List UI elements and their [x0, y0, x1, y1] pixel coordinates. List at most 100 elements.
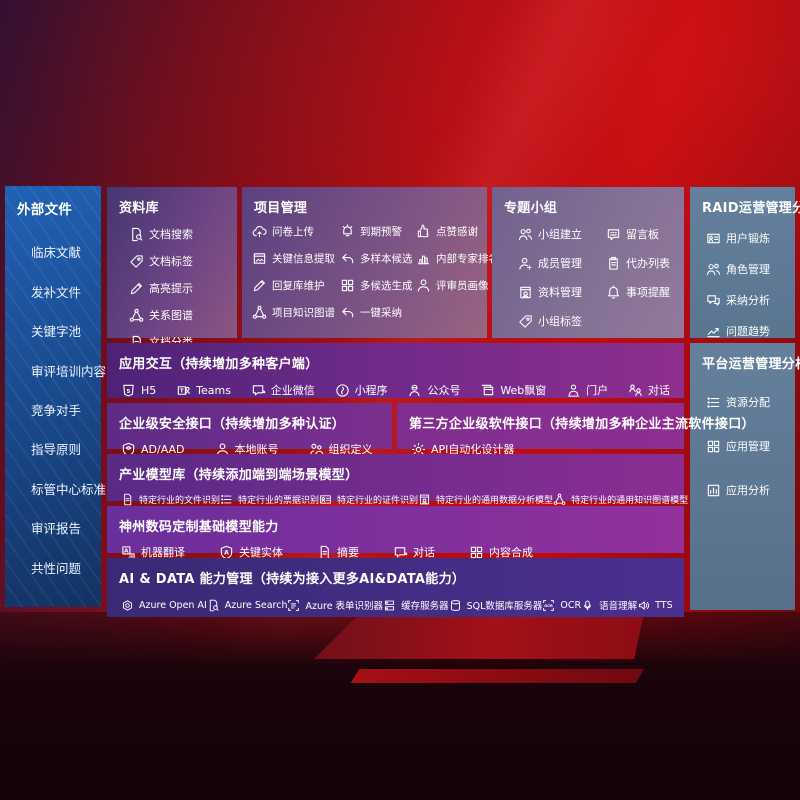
feature-item[interactable]: 对话	[393, 544, 435, 560]
panel-title: 神州数码定制基础模型能力	[119, 520, 279, 535]
persons-icon	[706, 262, 721, 277]
sidebar-item[interactable]: 竞争对手	[31, 402, 82, 418]
sidebar-item[interactable]: 标管中心标准	[31, 481, 107, 497]
reply-icon	[340, 305, 355, 320]
feature-item[interactable]: 应用管理	[706, 438, 795, 454]
feature-item[interactable]: 摘要	[317, 544, 359, 560]
grid-icon	[706, 439, 721, 454]
panel-title: 项目管理	[254, 201, 308, 216]
feature-item[interactable]: TTS	[637, 599, 673, 612]
feature-item[interactable]: 关系图谱	[129, 307, 237, 323]
feature-item[interactable]: 内部专家排名	[416, 251, 499, 266]
feature-item[interactable]: 缓存服务器	[383, 598, 449, 612]
feature-item[interactable]: 文档标签	[129, 253, 237, 269]
feature-item[interactable]: 多候选生成	[340, 278, 416, 293]
sidebar-item[interactable]: 共性问题	[31, 560, 82, 576]
album-icon	[418, 493, 431, 506]
grid-icon	[469, 545, 484, 560]
bbs-icon	[606, 227, 621, 242]
feature-item[interactable]: 资料管理	[518, 284, 606, 300]
formrec-icon	[287, 599, 300, 612]
feature-item[interactable]: T Teams	[176, 383, 231, 398]
feature-item[interactable]: 多样本候选	[340, 251, 416, 266]
thirdparty-api-row: API自动化设计器	[397, 438, 684, 457]
feature-item[interactable]: API自动化设计器	[411, 441, 514, 457]
feature-item[interactable]: 组织定义	[309, 441, 373, 457]
personplus-icon	[518, 256, 533, 271]
feature-item[interactable]: 高亮提示	[129, 280, 237, 296]
feature-item[interactable]: 用户锻炼	[706, 230, 795, 246]
feature-item[interactable]: 成员管理	[518, 255, 606, 271]
feature-item[interactable]: Web飘窗	[480, 382, 546, 398]
translate-icon: A	[121, 545, 136, 560]
panel-title: 资料库	[119, 201, 159, 216]
feature-item[interactable]: 特定行业的票据识别	[220, 493, 319, 506]
tag-icon	[518, 314, 533, 329]
feature-item[interactable]: 小程序	[335, 382, 388, 398]
feature-item[interactable]: 企业微信	[251, 382, 315, 398]
docsearch-icon	[207, 599, 220, 612]
feature-item[interactable]: 一键采纳	[340, 305, 416, 320]
feature-item[interactable]: 本地账号	[215, 441, 279, 457]
feature-item[interactable]: Azure 表单识别器	[287, 598, 383, 612]
feature-item[interactable]: 5 H5	[121, 383, 156, 398]
feature-item[interactable]: 问卷上传	[252, 224, 340, 239]
persons-icon	[518, 227, 533, 242]
pencil-icon	[129, 281, 144, 296]
feature-item[interactable]: 特定行业的通用数据分析模型	[418, 493, 553, 506]
feature-item[interactable]: 问题趋势	[706, 323, 795, 339]
feature-item[interactable]: 门户	[566, 382, 608, 398]
feature-item[interactable]: 公众号	[407, 382, 460, 398]
feature-item[interactable]: OCR OCR	[542, 599, 581, 612]
sidebar-item[interactable]: 指导原则	[31, 442, 82, 458]
svg-text:A: A	[124, 548, 129, 554]
feature-item[interactable]: 代办列表	[606, 255, 684, 271]
feature-item[interactable]: SQL数据库服务器	[449, 598, 542, 612]
sidebar-item[interactable]: 审评报告	[31, 521, 82, 537]
feature-item[interactable]: 小组标签	[518, 313, 606, 329]
topic-groups-panel: 专题小组 小组建立 留言板 成员管理 代办列表 资料管理 事项提醒 小组标签	[492, 187, 684, 338]
webwin-icon	[480, 383, 495, 398]
feature-item[interactable]: 语音理解	[581, 598, 637, 612]
feature-item[interactable]: 评审员画像	[416, 278, 499, 293]
sidebar-item[interactable]: 关键字池	[31, 324, 82, 340]
raid-analysis-list: 用户锻炼角色管理采纳分析问题趋势	[690, 222, 795, 339]
svg-text:OCR: OCR	[545, 603, 554, 607]
person-icon	[416, 278, 431, 293]
person-icon	[215, 442, 230, 457]
platform-analysis-list: 资源分配应用管理应用分析	[690, 378, 795, 498]
feature-item[interactable]: A 机器翻译	[121, 544, 185, 560]
feature-item[interactable]: 文档搜索	[129, 226, 237, 242]
card-icon	[319, 493, 332, 506]
feature-item[interactable]: 内容合成	[469, 544, 533, 560]
graph-icon	[553, 493, 566, 506]
feature-item[interactable]: 角色管理	[706, 261, 795, 277]
feature-item[interactable]: 特定行业的证件识别	[319, 493, 418, 506]
doc-icon	[317, 545, 332, 560]
sidebar-item[interactable]: 临床文献	[31, 245, 82, 261]
feature-item[interactable]: 资源分配	[706, 394, 795, 410]
feature-item[interactable]: 小组建立	[518, 226, 606, 242]
feature-item[interactable]: 回复库维护	[252, 278, 340, 293]
listicon-icon	[220, 493, 233, 506]
feature-item[interactable]: 采纳分析	[706, 292, 795, 308]
feature-item[interactable]: Azure Open AI	[121, 599, 207, 612]
teams-icon: T	[176, 383, 191, 398]
listicon-icon	[706, 395, 721, 410]
feature-item[interactable]: 特定行业的文件识别	[121, 493, 220, 506]
sidebar-item[interactable]: 审评培训内容	[31, 363, 107, 379]
pencil-icon	[252, 278, 267, 293]
feature-item[interactable]: 点赞感谢	[416, 224, 499, 239]
feature-item[interactable]: Azure Search	[207, 599, 287, 612]
chartcard-icon	[706, 483, 721, 498]
feature-item[interactable]: 留言板	[606, 226, 684, 242]
feature-item[interactable]: 对话	[628, 382, 670, 398]
feature-item[interactable]: 事项提醒	[606, 284, 684, 300]
sidebar-item[interactable]: 发补文件	[31, 284, 82, 300]
feature-item[interactable]: 应用分析	[706, 482, 795, 498]
feature-item[interactable]: 关键信息提取	[252, 251, 340, 266]
feature-item[interactable]: 到期预警	[340, 224, 416, 239]
feature-item[interactable]: 特定行业的通用知识图谱模型	[553, 493, 688, 506]
feature-item[interactable]: 项目知识图谱	[252, 305, 340, 320]
ai-data-panel: AI & DATA 能力管理（持续为接入更多AI&DATA能力） Azure O…	[107, 558, 684, 617]
